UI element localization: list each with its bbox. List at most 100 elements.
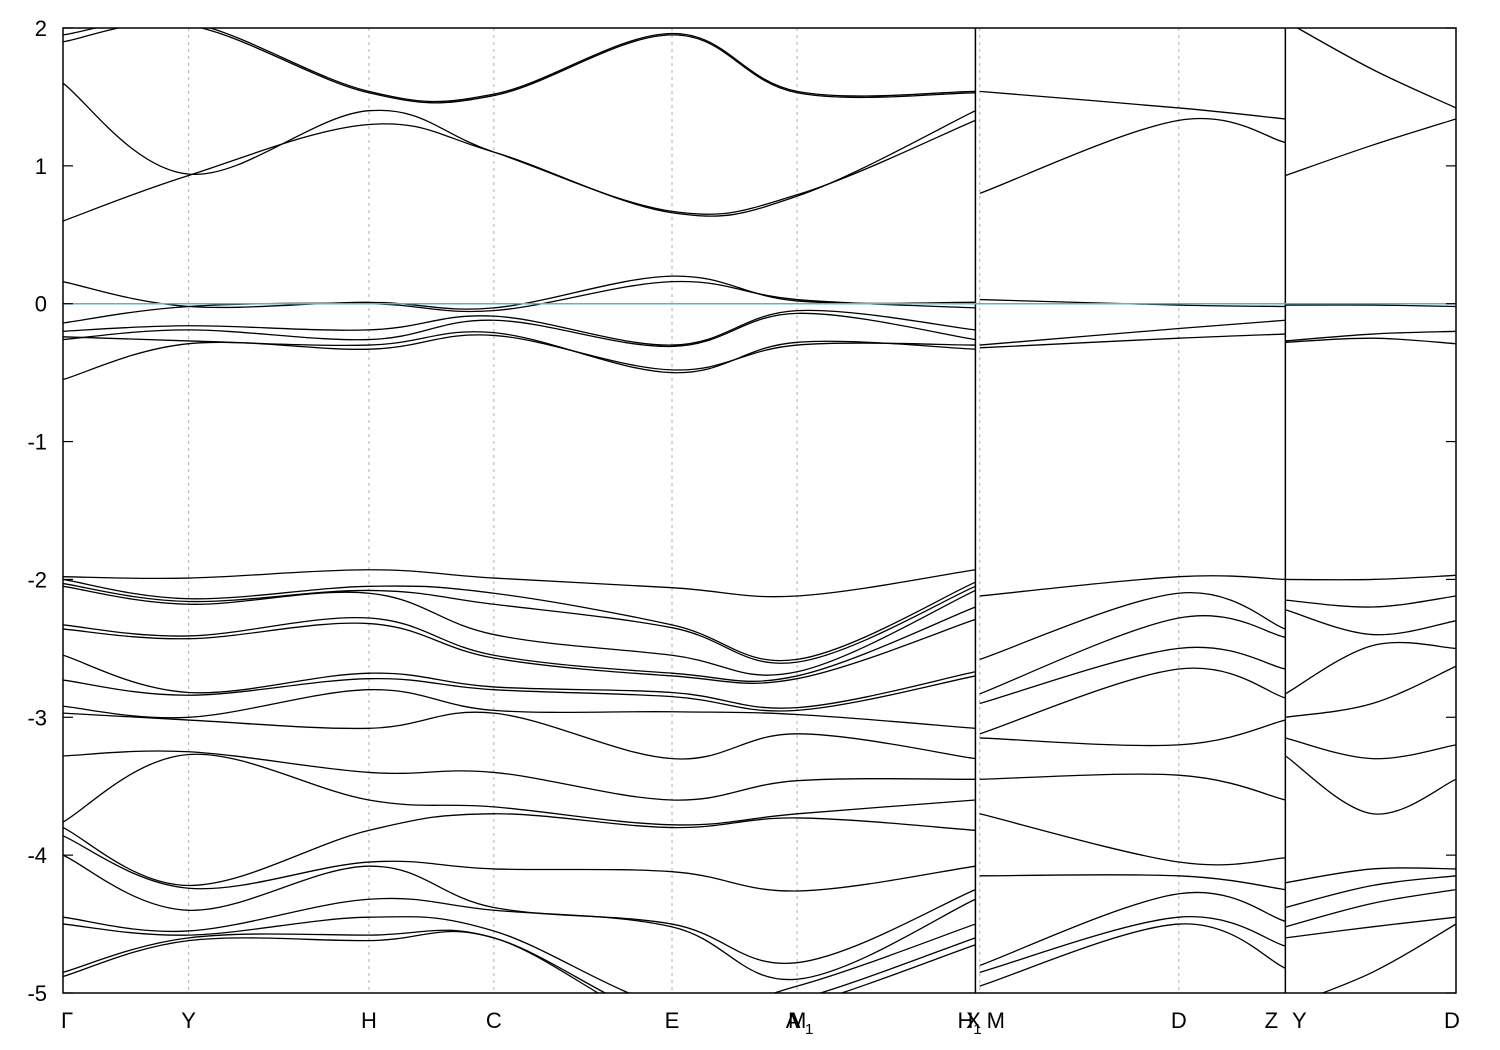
y-tick-label: -1 <box>27 430 47 455</box>
kpoint-label-text: D <box>1444 1008 1460 1033</box>
band-line <box>979 591 1286 661</box>
kpoint-label-text: E <box>665 1008 680 1033</box>
band-line <box>1285 595 1456 608</box>
band-line <box>1285 641 1456 695</box>
kpoint-label: Y <box>1292 1008 1307 1033</box>
kpoint-label-subscript: 1 <box>973 1021 981 1038</box>
band-line <box>63 28 976 103</box>
kpoint-grid <box>188 28 1287 993</box>
band-line <box>1285 118 1456 177</box>
kpoint-label: A <box>786 1008 801 1033</box>
band-line <box>1285 916 1456 939</box>
band-line <box>63 675 976 712</box>
band-line <box>63 689 976 729</box>
band-line <box>63 312 976 348</box>
band-line <box>979 916 1286 973</box>
band-line <box>1296 28 1456 109</box>
kpoint-label: H <box>361 1008 377 1033</box>
y-axis: 2 1 0 -1 -2 -3 -4 -5 <box>27 16 1456 1006</box>
band-line <box>1285 737 1456 760</box>
band-line <box>1285 304 1456 308</box>
kpoint-label: M <box>987 1008 1005 1033</box>
band-line <box>63 585 976 676</box>
band-line <box>979 319 1286 346</box>
band-line <box>63 654 976 709</box>
band-line <box>63 582 976 664</box>
y-tick-label: 2 <box>35 16 47 41</box>
kpoint-label-text: H <box>361 1008 377 1033</box>
kpoint-label-text: H <box>957 1008 973 1033</box>
band-line <box>63 569 976 598</box>
band-line <box>63 110 976 222</box>
y-tick-label: 1 <box>35 154 47 179</box>
kpoint-label-text: Y <box>1292 1008 1307 1033</box>
kpoint-label: Γ <box>61 1008 73 1033</box>
band-line <box>979 923 1286 987</box>
band-line <box>1285 875 1456 909</box>
band-line <box>63 897 976 981</box>
kpoint-label: C <box>486 1008 502 1033</box>
x-axis: Γ Y H C E M1A H 1X M D Z Y D <box>61 1008 1460 1038</box>
band-line <box>1285 609 1456 636</box>
band-line <box>63 711 976 760</box>
kpoint-label-subscript: 1 <box>805 1021 813 1038</box>
kpoint-label-text: X <box>966 1008 981 1033</box>
kpoint-label: Y <box>181 1008 196 1033</box>
band-line <box>1285 337 1456 345</box>
y-tick-label: -4 <box>27 843 47 868</box>
band-line <box>979 333 1286 349</box>
kpoint-label: Z <box>1265 1008 1278 1033</box>
band-line <box>979 719 1286 747</box>
kpoint-label-text: Z <box>1265 1008 1278 1033</box>
kpoint-label-text: D <box>1171 1008 1187 1033</box>
band-line <box>63 753 976 826</box>
band-line <box>63 929 976 993</box>
band-line <box>1285 665 1456 718</box>
band-line <box>63 618 976 684</box>
band-line <box>63 331 976 374</box>
band-line <box>979 646 1286 705</box>
band-line <box>63 813 976 887</box>
band-line <box>63 28 976 104</box>
band-line <box>979 90 1286 120</box>
band-line <box>1285 867 1456 884</box>
band-line <box>979 575 1286 597</box>
band-line <box>1320 923 1456 993</box>
y-tick-label: -5 <box>27 981 47 1006</box>
band-line <box>63 578 976 662</box>
kpoint-label-text: M <box>788 1008 806 1033</box>
band-line <box>63 606 976 682</box>
kpoint-label: D <box>1171 1008 1187 1033</box>
band-line <box>63 82 976 215</box>
band-line <box>979 773 1286 801</box>
plot-frame <box>62 27 1457 994</box>
y-tick-label: 0 <box>35 292 47 317</box>
kpoint-label-text: Γ <box>61 1008 73 1033</box>
band-line <box>63 334 976 381</box>
band-line <box>1285 330 1456 342</box>
band-line <box>979 667 1286 735</box>
band-line <box>63 280 976 324</box>
band-lines <box>63 28 1456 993</box>
band-line <box>979 891 1286 967</box>
kpoint-label-text: Y <box>181 1008 196 1033</box>
band-line <box>63 835 976 892</box>
band-line <box>979 874 1286 891</box>
band-line <box>63 930 976 993</box>
band-line <box>63 750 976 801</box>
band-line <box>63 854 976 965</box>
band-line <box>63 309 976 346</box>
kpoint-label: X <box>966 1008 981 1033</box>
band-line <box>979 117 1286 195</box>
band-line <box>979 298 1286 308</box>
kpoint-label: D <box>1444 1008 1460 1033</box>
kpoint-label-text: M <box>987 1008 1005 1033</box>
band-line <box>1285 574 1456 581</box>
band-line <box>1285 888 1456 928</box>
kpoint-label: E <box>665 1008 680 1033</box>
band-line <box>979 813 1286 866</box>
kpoint-label-text: A <box>786 1008 801 1033</box>
band-line <box>63 916 976 993</box>
